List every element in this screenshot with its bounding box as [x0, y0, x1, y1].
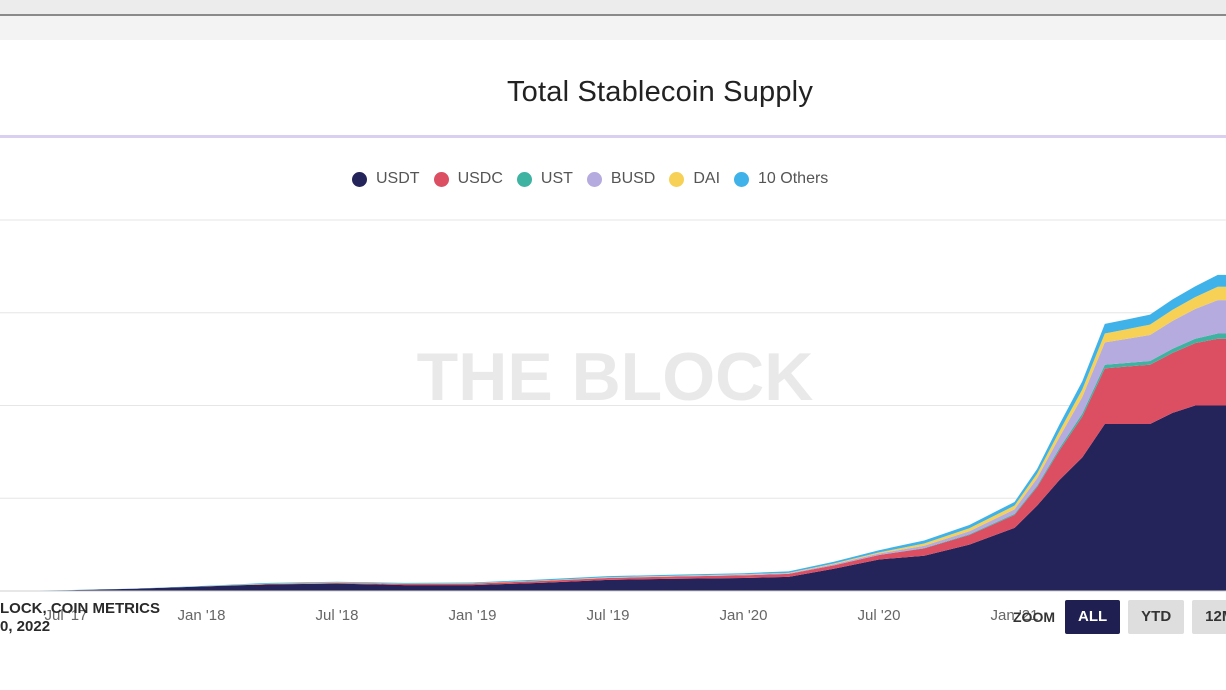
area-series — [0, 274, 1226, 591]
legend-item-5[interactable]: 10 Others — [734, 170, 828, 188]
source-credit: LOCK, COIN METRICS 0, 2022 — [0, 600, 160, 636]
zoom-all-button[interactable]: ALL — [1065, 600, 1121, 634]
zoom-ytd-button[interactable]: YTD — [1128, 600, 1185, 634]
legend-label: USDT — [376, 170, 420, 187]
x-tick-label: Jul '18 — [316, 607, 359, 624]
source-line: LOCK, COIN METRICS — [0, 600, 160, 617]
legend-label: DAI — [693, 170, 721, 187]
zoom-label: ZOOM — [1013, 609, 1055, 625]
legend-item-0[interactable]: USDT — [352, 170, 420, 188]
legend-label: 10 Others — [758, 170, 829, 187]
legend-dot-icon — [352, 171, 367, 187]
legend-item-2[interactable]: UST — [516, 170, 573, 188]
browser-top-strip — [0, 0, 1226, 16]
x-tick-labels: Jul '17 Jan '18 Jul '18 Jan '19 Jul '19 Jan '… — [45, 607, 1172, 624]
legend-dot-icon — [586, 171, 602, 187]
legend-dot-icon — [669, 171, 685, 187]
x-tick-label: Jan '18 — [178, 607, 226, 624]
watermark-text: THE BLOCK — [417, 339, 814, 415]
x-tick-label: Jul '20 — [858, 607, 901, 624]
zoom-12m-button[interactable]: 12M — [1192, 600, 1226, 634]
chart-legend: USDT USDC UST BUSD DAI 10 Others — [352, 170, 842, 188]
x-tick-label: Jan '19 — [449, 607, 497, 624]
date-line: 0, 2022 — [0, 618, 51, 635]
x-tick-label: Jan '20 — [720, 607, 768, 624]
x-tick-label: Jul '17 — [45, 607, 88, 624]
legend-label: USDC — [457, 170, 503, 187]
legend-label: BUSD — [610, 170, 656, 187]
area-usdt — [0, 405, 1226, 591]
legend-item-3[interactable]: BUSD — [586, 170, 656, 188]
legend-label: UST — [540, 170, 573, 187]
legend-dot-icon — [516, 171, 532, 187]
gridlines — [0, 219, 1226, 499]
x-tick-label: Jul '19 — [587, 607, 630, 624]
legend-dot-icon — [734, 171, 750, 187]
legend-dot-icon — [433, 171, 449, 187]
legend-item-4[interactable]: DAI — [669, 170, 720, 188]
chart-title: Total Stablecoin Supply — [506, 76, 814, 108]
zoom-controls: ZOOM ALL YTD 12M — [1013, 600, 1226, 634]
x-tick-label: Jan '21 — [991, 607, 1039, 624]
title-divider — [0, 135, 1226, 138]
legend-item-1[interactable]: USDC — [433, 170, 503, 188]
